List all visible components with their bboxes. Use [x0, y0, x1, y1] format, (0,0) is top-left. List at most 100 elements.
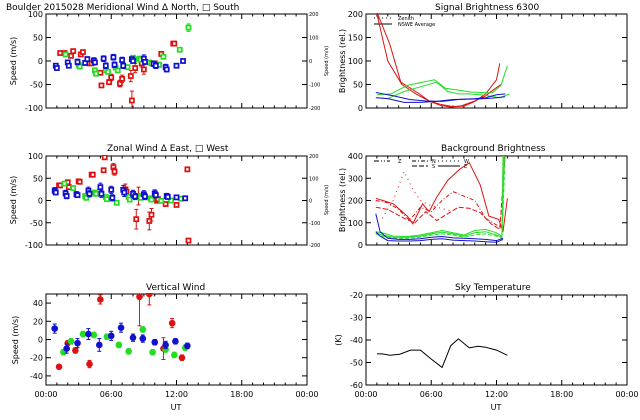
green-point-hole	[93, 69, 97, 72]
green-point-hole	[94, 192, 98, 196]
red-point-hole	[110, 76, 113, 79]
blue-point	[63, 345, 70, 352]
blue-point-hole	[154, 193, 158, 197]
meridional-ylabel: Speed (m/s)	[9, 37, 18, 86]
vertical-ytick-label: 20	[33, 317, 43, 326]
blue-point	[95, 341, 103, 349]
red-2-line	[376, 13, 502, 108]
red-point-hole	[66, 181, 69, 184]
skytemp-chart: 00:00 06:00 12:00 18:00 00:00-60-50-40-30-20	[350, 291, 639, 399]
red-point-hole	[173, 42, 176, 45]
green-point-hole	[187, 26, 190, 29]
blue-point-hole	[76, 60, 79, 64]
green-point-hole	[85, 196, 88, 200]
green-2-line	[376, 81, 510, 100]
background-frame	[365, 155, 628, 246]
blue-point-hole	[111, 196, 114, 200]
green-point	[149, 348, 156, 356]
green-point-hole	[94, 72, 98, 75]
red-point	[97, 296, 104, 303]
red-W-line	[381, 170, 454, 219]
red-point-hole	[107, 80, 111, 84]
zonal-ytick-label: -50	[30, 219, 43, 228]
green-2-line	[375, 155, 505, 238]
blue-point-hole	[55, 66, 59, 70]
blue-point-hole	[66, 61, 69, 64]
blue-point-hole	[181, 59, 185, 63]
background-ytick-label: 100	[348, 219, 363, 228]
legend-label-zenith: Zenith	[398, 16, 414, 22]
background-ylabel: Brightness (rel.)	[338, 168, 347, 232]
skytemp-ylabel: (K)	[334, 334, 343, 346]
meridional-chart: -100 -50 0 50 100 -200 -100 0 100 200	[25, 10, 321, 113]
green-point-hole	[178, 48, 181, 51]
blue-point-hole	[76, 193, 79, 197]
green-1-line	[376, 65, 508, 96]
red-point-hole	[113, 170, 116, 173]
blue-point-hole	[100, 192, 103, 196]
blue-point-hole	[143, 60, 147, 64]
meridional-data	[52, 23, 192, 109]
red-S-line	[375, 155, 506, 231]
blue-point-hole	[104, 64, 108, 67]
red-point-hole	[133, 66, 137, 70]
blue-point	[51, 325, 58, 332]
red-point-hole	[118, 82, 122, 85]
legend-label-z: Z	[398, 159, 402, 165]
blue-point-hole	[133, 195, 137, 198]
vertical-ytick-label: -20	[30, 354, 43, 363]
red-point-hole	[69, 54, 73, 58]
legend-label-e: E	[464, 164, 467, 170]
red-point	[55, 363, 63, 371]
red-point	[136, 293, 143, 301]
meridional-ytick-right-label: 100	[309, 36, 319, 42]
legend-label-w: W	[464, 159, 469, 165]
skytemp-xtick-label: 00:00	[615, 390, 638, 399]
zonal-title: Zonal Wind Δ East, □ West	[107, 144, 229, 154]
background-data	[375, 155, 508, 243]
green-3-line	[375, 155, 506, 240]
red-point-hole	[135, 217, 138, 221]
green-point-hole	[139, 58, 142, 61]
signal-legend: Zenith NSWE Average	[374, 16, 435, 28]
red-point-hole	[67, 185, 71, 189]
green-point-hole	[63, 182, 66, 185]
vertical-ytick-label: 40	[33, 299, 43, 308]
red-point	[86, 360, 93, 368]
blue-point-hole	[110, 188, 113, 192]
meridional-ytick-label: -100	[25, 104, 43, 113]
red-point-hole	[78, 180, 81, 184]
green-point-hole	[106, 70, 110, 74]
skytemp-ytick-label: -50	[350, 359, 363, 368]
legend-label-nswe: NSWE Average	[398, 22, 435, 28]
signal-ylabel: Brightness (rel.)	[338, 29, 347, 93]
vertical-xtick-label: 18:00	[230, 390, 253, 399]
meridional-ytick-right-label: -200	[309, 106, 320, 112]
skytemp-xtick-label: 18:00	[550, 390, 573, 399]
green-point	[139, 326, 147, 333]
vertical-xtick-label: 00:00	[295, 390, 318, 399]
red-point-hole	[103, 156, 106, 159]
vertical-xlabel: UT	[171, 403, 182, 412]
blue-point	[129, 334, 137, 341]
red-point	[168, 319, 176, 327]
red-point-hole	[71, 49, 75, 53]
zonal-data	[51, 155, 192, 244]
zonal-ytick-right-label: 100	[309, 176, 319, 182]
red-point-hole	[58, 51, 62, 55]
red-point-hole	[156, 197, 160, 201]
vertical-ytick-label: -40	[30, 372, 43, 381]
zonal-ytick-label: -100	[25, 241, 43, 250]
green-point-hole	[116, 69, 119, 72]
signal-frame	[365, 13, 628, 109]
blue-point-hole	[113, 63, 116, 66]
skytemp-xlabel: UT	[491, 403, 502, 412]
green-point-hole	[179, 197, 183, 200]
blue-point-hole	[67, 64, 71, 67]
green-point-hole	[105, 197, 109, 201]
background-legend: Z N S W E	[374, 159, 469, 170]
signal-chart: 0 50 100 150 200	[348, 10, 628, 113]
red-point-hole	[58, 184, 62, 187]
signal-title: Signal Brightness 6300	[435, 3, 539, 13]
